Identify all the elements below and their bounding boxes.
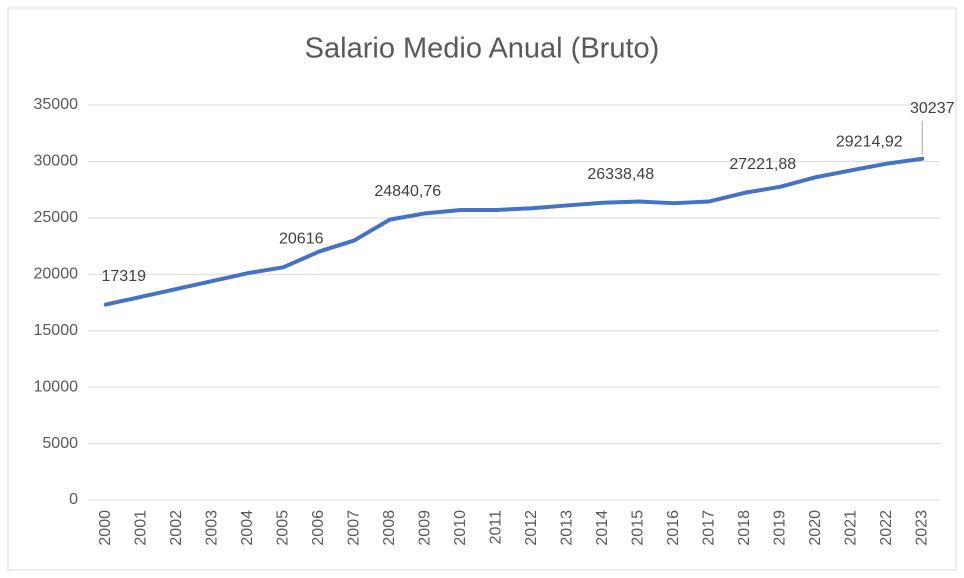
x-tick-label: 2004 [239, 510, 256, 546]
line-series [103, 156, 925, 307]
x-tick-label: 2018 [736, 510, 753, 546]
x-tick-label: 2019 [771, 510, 788, 546]
x-tick-label: 2020 [807, 510, 824, 546]
x-tick-label: 2002 [168, 510, 185, 546]
data-label: 30237 [910, 100, 955, 117]
x-tick-label: 2005 [274, 510, 291, 546]
x-tick-label: 2015 [629, 510, 646, 546]
y-tick-label: 25000 [34, 209, 79, 226]
x-tick-label: 2008 [381, 510, 398, 546]
x-tick-label: 2021 [842, 510, 859, 546]
chart-border [7, 7, 957, 571]
data-label: 24840,76 [374, 183, 441, 200]
x-tick-label: 2012 [523, 510, 540, 546]
y-tick-label: 15000 [34, 322, 79, 339]
chart-title: Salario Medio Anual (Bruto) [305, 33, 660, 65]
data-label: 27221,88 [729, 156, 796, 173]
x-tick-label: 2013 [558, 510, 575, 546]
data-label: 26338,48 [587, 166, 654, 183]
y-tick-label: 0 [69, 491, 78, 508]
x-tick-label: 2010 [452, 510, 469, 546]
y-tick-label: 30000 [34, 153, 79, 170]
x-tick-label: 2017 [700, 510, 717, 546]
x-tick-label: 2001 [132, 510, 149, 546]
y-tick-label: 10000 [34, 378, 79, 395]
x-tick-label: 2000 [97, 510, 114, 546]
x-tick-label: 2022 [878, 510, 895, 546]
x-tick-label: 2016 [665, 510, 682, 546]
y-tick-label: 35000 [34, 96, 79, 113]
x-tick-label: 2003 [203, 510, 220, 546]
x-tick-label: 2009 [416, 510, 433, 546]
x-tick-label: 2007 [345, 510, 362, 546]
x-tick-label: 2006 [310, 510, 327, 546]
data-label: 17319 [102, 268, 147, 285]
data-label: 29214,92 [836, 134, 903, 151]
y-tick-label: 5000 [42, 435, 78, 452]
x-tick-label: 2011 [487, 510, 504, 545]
x-tick-label: 2014 [594, 510, 611, 546]
y-tick-label: 20000 [34, 266, 79, 283]
x-tick-label: 2023 [913, 510, 930, 546]
data-label: 20616 [279, 231, 324, 248]
